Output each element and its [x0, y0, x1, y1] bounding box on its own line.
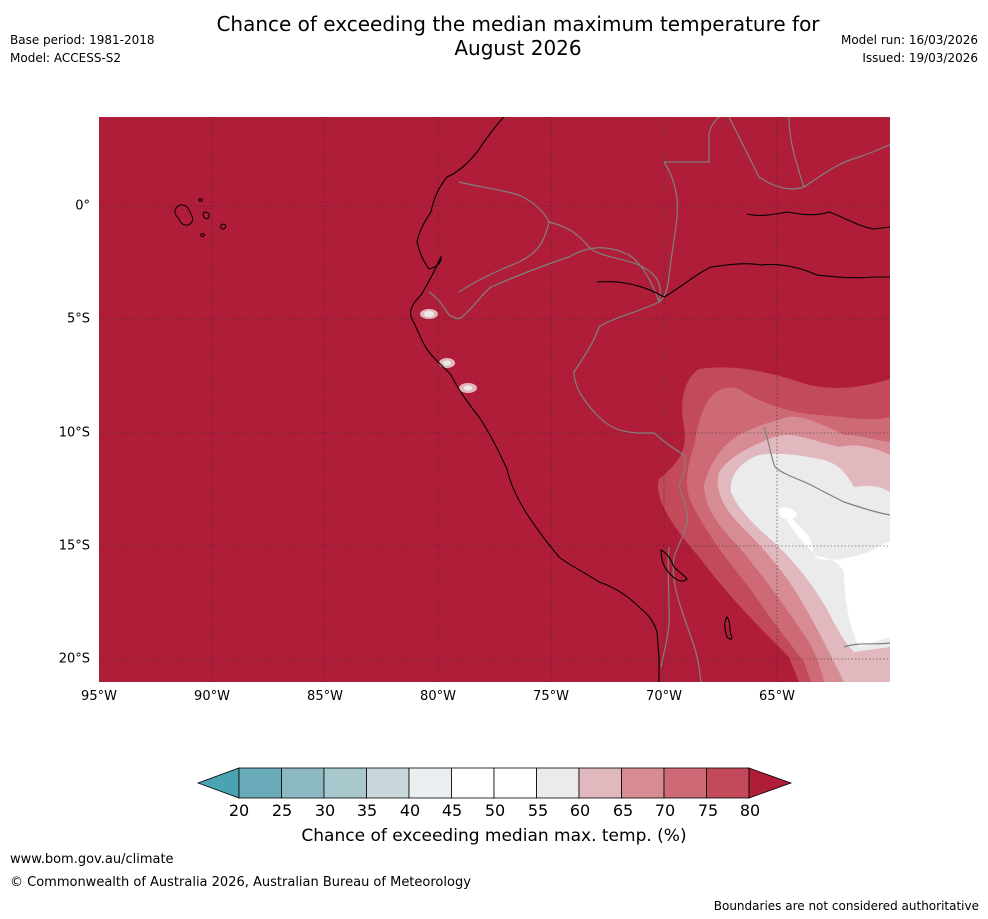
island-north: [198, 198, 203, 202]
lat-label-20s: 20°S: [58, 651, 90, 667]
footer-url[interactable]: www.bom.gov.au/climate: [10, 852, 174, 867]
colorbar-cell-70-75: [663, 767, 707, 799]
border-bolivia-brazil: [763, 426, 890, 516]
border-colombia-peru-brazil: [548, 221, 661, 303]
band-50: [779, 507, 890, 647]
lat-label-15s: 15°S: [58, 538, 90, 554]
island-fernandina: [200, 233, 205, 237]
border-bolivia-chile-arg: [843, 642, 890, 648]
colorbar-tick-35: 35: [356, 801, 378, 820]
issued-date: Issued: 19/03/2026: [862, 51, 978, 65]
border-colombia-ecuador: [458, 181, 550, 293]
colorbar-cell-75-80: [706, 767, 750, 799]
colorbar-cell-60-65: [578, 767, 622, 799]
lon-label-70w: 70°W: [646, 689, 682, 704]
title-line-1: Chance of exceeding the median maximum t…: [216, 12, 820, 36]
coast-pacific: [410, 117, 660, 682]
colorbar: [197, 767, 793, 799]
colorbar-cell-65-70: [621, 767, 665, 799]
colorbar-high-arrow: [748, 767, 793, 799]
colorbar-cell-20-25: [238, 767, 282, 799]
lake-poopo: [724, 616, 733, 640]
colorbar-cell-25-30: [281, 767, 325, 799]
footer-copyright: © Commonwealth of Australia 2026, Austra…: [10, 875, 471, 890]
coastal-spot-1-core: [424, 311, 434, 317]
lat-label-10s: 10°S: [58, 425, 90, 441]
lon-label-95w: 95°W: [81, 689, 117, 704]
border-colombia-venezuela: [664, 117, 720, 163]
coastal-spot-3-core: [464, 385, 472, 391]
border-colombia-brazil: [658, 161, 679, 303]
colorbar-tick-75: 75: [697, 801, 719, 820]
colorbar-cell-45-50: [451, 767, 495, 799]
country-borders: [428, 117, 890, 682]
colorbar-tick-55: 55: [527, 801, 549, 820]
colorbar-cell-55-60: [536, 767, 580, 799]
island-isabela: [174, 204, 194, 226]
meta-right: Model run: 16/03/2026 Issued: 19/03/2026: [841, 31, 978, 67]
border-peru-bolivia-brazil: [653, 432, 702, 682]
lat-label-5s: 5°S: [66, 311, 90, 327]
lon-label-90w: 90°W: [194, 689, 230, 704]
colorbar-label: Chance of exceeding median max. temp. (%…: [301, 826, 687, 846]
colorbar-tick-70: 70: [654, 801, 676, 820]
border-peru-chile: [660, 546, 670, 668]
base-period: Base period: 1981-2018: [10, 33, 155, 47]
colorbar-tick-80: 80: [739, 801, 761, 820]
colorbar-cells: [238, 767, 750, 799]
chart-title: Chance of exceeding the median maximum t…: [0, 12, 988, 60]
model-run: Model run: 16/03/2026: [840, 33, 978, 47]
colorbar-tick-50: 50: [484, 801, 506, 820]
colorbar-tick-20: 20: [228, 801, 250, 820]
meta-left: Base period: 1981-2018 Model: ACCESS-S2: [10, 31, 155, 67]
coastlines: [410, 117, 890, 682]
colorbar-cell-35-40: [366, 767, 410, 799]
colorbar-tick-25: 25: [271, 801, 293, 820]
colorbar-tick-65: 65: [612, 801, 634, 820]
lat-label-0: 0°: [75, 198, 90, 214]
lon-label-85w: 85°W: [307, 689, 343, 704]
model-name: Model: ACCESS-S2: [10, 51, 122, 65]
colorbar-cell-40-45: [408, 767, 452, 799]
island-san-cristobal: [220, 223, 227, 230]
colorbar-cell-50-55: [493, 767, 537, 799]
band-50-inner: [779, 507, 797, 520]
border-peru-brazil: [573, 301, 660, 434]
coast-caribbean: [746, 211, 890, 230]
lake-titicaca: [660, 549, 688, 582]
colorbar-tick-40: 40: [399, 801, 421, 820]
colorbar-cell-30-35: [323, 767, 367, 799]
galapagos-islands: [174, 198, 227, 237]
colorbar-low-arrow: [197, 767, 240, 799]
colorbar-tick-30: 30: [314, 801, 336, 820]
forecast-map: [99, 117, 890, 682]
border-venezuela-guyana: [788, 117, 805, 188]
title-line-2: August 2026: [454, 36, 582, 60]
colorbar-tick-45: 45: [441, 801, 463, 820]
lon-label-65w: 65°W: [759, 689, 795, 704]
coast-amazon-river: [596, 263, 890, 298]
lon-label-75w: 75°W: [533, 689, 569, 704]
gridlines: [99, 117, 890, 682]
lon-label-80w: 80°W: [420, 689, 456, 704]
colorbar-tick-60: 60: [569, 801, 591, 820]
border-ecuador-peru: [428, 247, 660, 320]
footer-disclaimer: Boundaries are not considered authoritat…: [713, 899, 979, 913]
island-santa-cruz: [202, 211, 210, 220]
coastal-spot-2-core: [443, 360, 451, 366]
